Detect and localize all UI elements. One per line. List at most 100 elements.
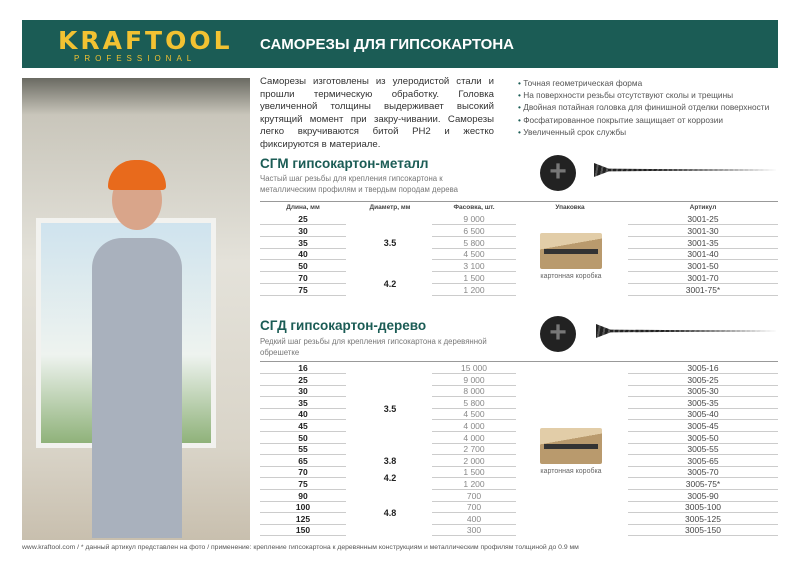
feature-item: На поверхности резьбы отсутствуют сколы … [518,89,769,101]
cell-art: 3001-30 [628,225,778,237]
helmet [108,160,166,190]
cell-art: 3005-70 [628,466,778,479]
cell-len: 65 [260,455,346,467]
cell-diameter: 3.8 [383,455,397,466]
cell-art: 3005-150 [628,524,778,537]
section-title: СГД гипсокартон-дерево [260,318,427,333]
page-title: САМОРЕЗЫ ДЛЯ ГИПСОКАРТОНА [260,36,514,53]
cell-len: 55 [260,443,346,456]
cell-diameter: 4.2 [383,278,397,289]
feature-list: Точная геометрическая форма На поверхнос… [518,77,769,138]
cell-cnt: 8 000 [432,385,516,398]
cell-cnt: 9 000 [432,213,516,225]
cell-cnt: 2 700 [432,443,516,456]
cell-len: 40 [260,408,346,421]
cell-len: 150 [260,524,346,537]
cell-len: 90 [260,490,346,502]
cell-len: 25 [260,213,346,225]
screw-image [594,163,778,177]
cell-len: 25 [260,374,346,386]
cell-cnt: 700 [432,501,516,514]
screw-head-icon: + [540,316,576,352]
cell-cnt: 5 800 [432,237,516,249]
cell-cnt: 1 500 [432,466,516,479]
cell-len: 100 [260,501,346,514]
cell-art: 3005-90 [628,490,778,502]
divider [260,201,778,202]
cell-len: 70 [260,466,346,479]
cell-cnt: 4 500 [432,248,516,261]
feature-item: Увеличенный срок службы [518,126,769,138]
packaging-label: картонная коробка [540,468,602,475]
cell-art: 3001-50 [628,260,778,273]
cell-len: 75 [260,284,346,296]
section-subtitle: Редкий шаг резьбы для крепления гипсокар… [260,337,487,357]
col-packaging: Упаковка [555,204,585,211]
cell-art: 3005-50 [628,432,778,444]
cell-cnt: 1 500 [432,272,516,284]
cell-art: 3005-75* [628,478,778,490]
cell-art: 3001-75* [628,284,778,296]
intro-text: Саморезы изготовлены из улеродистой стал… [260,76,494,150]
cell-cnt: 400 [432,513,516,525]
cell-len: 75 [260,478,346,490]
cell-art: 3001-35 [628,237,778,249]
cell-art: 3001-70 [628,272,778,284]
cell-len: 45 [260,420,346,432]
cell-cnt: 4 000 [432,432,516,444]
header-band: KRAFTOOL PROFESSIONAL САМОРЕЗЫ ДЛЯ ГИПСО… [22,20,778,68]
cell-diameter: 4.2 [383,473,397,484]
cell-art: 3001-25 [628,213,778,225]
cell-art: 3005-125 [628,513,778,525]
cell-art: 3005-65 [628,455,778,467]
cell-art: 3005-16 [628,362,778,374]
cell-len: 30 [260,385,346,398]
cell-cnt: 6 500 [432,225,516,237]
worker-photo [22,78,250,540]
packaging-label: картонная коробка [540,273,602,280]
feature-item: Двойная потайная головка для финишной от… [518,101,769,113]
feature-item: Фосфатированное покрытие защищает от кор… [518,114,769,126]
cell-cnt: 5 800 [432,397,516,409]
footer-note: www.kraftool.com / * данный артикул пред… [22,544,579,551]
cell-art: 3005-25 [628,374,778,386]
cell-diameter: 3.5 [383,237,397,248]
logo-subtitle: PROFESSIONAL [74,54,197,63]
cell-art: 3005-30 [628,385,778,398]
cell-cnt: 1 200 [432,284,516,296]
col-diameter: Диаметр, мм [369,204,411,211]
cell-cnt: 3 100 [432,260,516,273]
cell-art: 3005-40 [628,408,778,421]
cell-art: 3005-35 [628,397,778,409]
cell-len: 30 [260,225,346,237]
feature-item: Точная геометрическая форма [518,77,769,89]
screw-head-icon: + [540,155,576,191]
cell-art: 3001-40 [628,248,778,261]
cell-len: 125 [260,513,346,525]
kraftool-logo: KRAFTOOL [58,26,233,55]
cell-cnt: 9 000 [432,374,516,386]
col-length: Длина, мм [286,204,320,211]
cell-art: 3005-45 [628,420,778,432]
cell-art: 3005-55 [628,443,778,456]
cell-cnt: 1 200 [432,478,516,490]
cell-len: 35 [260,397,346,409]
cell-len: 50 [260,432,346,444]
screw-image [596,324,778,338]
cell-len: 70 [260,272,346,284]
cell-diameter: 4.8 [383,508,397,518]
cardboard-box-image [540,428,602,464]
divider [260,361,778,362]
cell-cnt: 4 000 [432,420,516,432]
section-subtitle: Частый шаг резьбы для крепления гипсокар… [260,174,459,194]
cell-len: 50 [260,260,346,273]
cell-len: 16 [260,362,346,374]
cell-cnt: 2 000 [432,455,516,467]
cell-len: 40 [260,248,346,261]
worker-body [92,238,182,538]
section-title: СГМ гипсокартон-металл [260,156,429,171]
cell-cnt: 300 [432,524,516,537]
cell-cnt: 700 [432,490,516,502]
cell-art: 3005-100 [628,501,778,514]
col-pack: Фасовка, шт. [453,204,495,211]
